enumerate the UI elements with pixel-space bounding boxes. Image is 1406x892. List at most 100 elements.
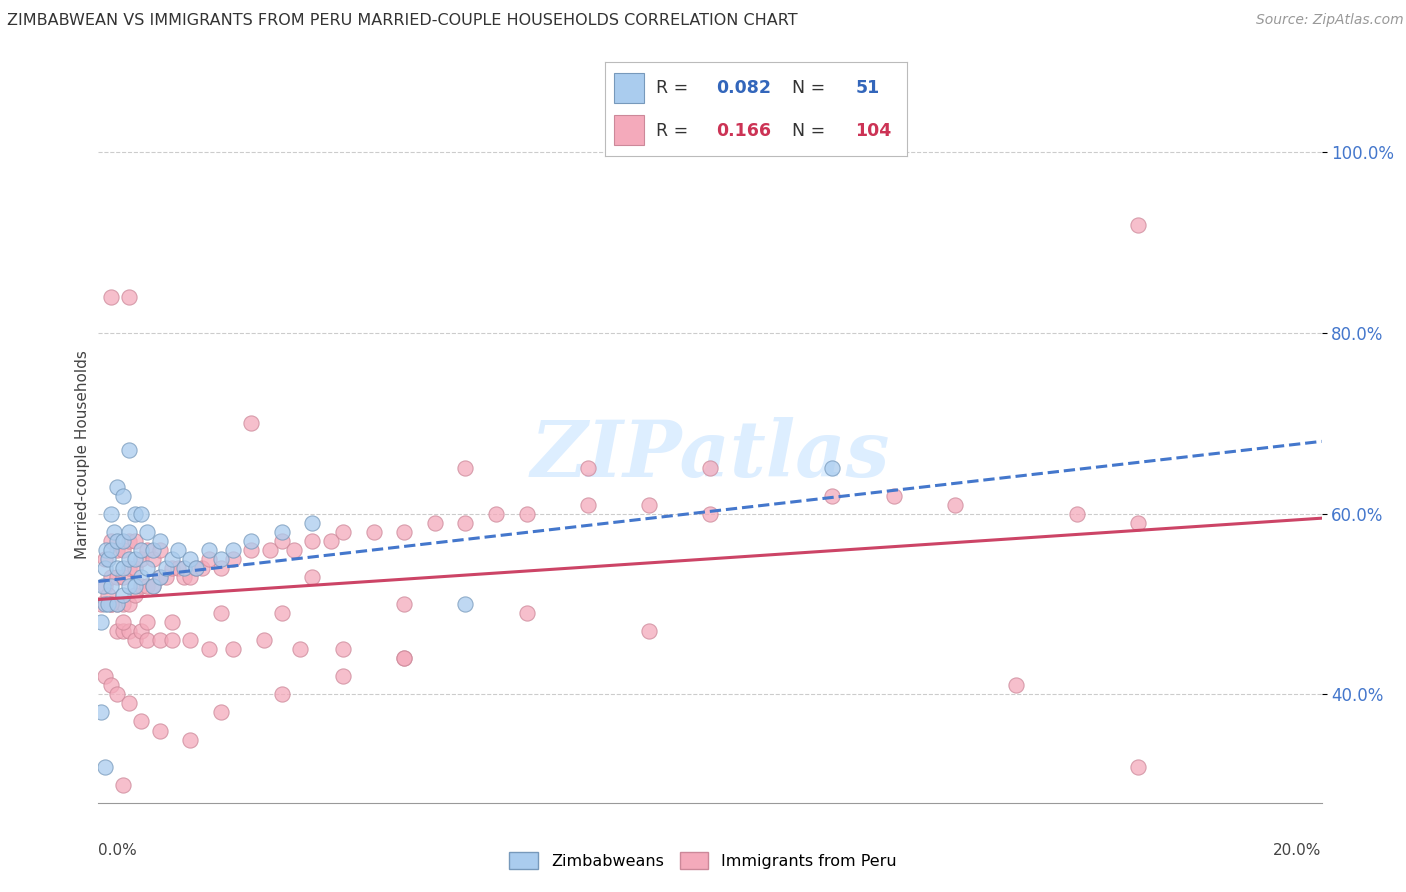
Text: 51: 51 (855, 78, 880, 96)
Point (93, 561, 115, 575)
Point (699, 507, 721, 521)
Point (111, 533, 134, 548)
Text: ZIMBABWEAN VS IMMIGRANTS FROM PERU MARRIED-COUPLE HOUSEHOLDS CORRELATION CHART: ZIMBABWEAN VS IMMIGRANTS FROM PERU MARRI… (7, 13, 797, 29)
Point (118, 551, 141, 566)
Point (118, 290, 141, 304)
Point (197, 542, 219, 557)
Point (93, 551, 115, 566)
Point (118, 561, 141, 575)
Text: R =: R = (657, 78, 693, 96)
Point (129, 542, 152, 557)
Point (821, 489, 844, 503)
Point (149, 723, 172, 738)
Point (111, 561, 134, 575)
Point (363, 524, 385, 539)
Point (105, 561, 128, 575)
Point (197, 642, 219, 657)
Point (160, 551, 183, 566)
Point (100, 542, 122, 557)
Point (392, 651, 416, 665)
Y-axis label: Married-couple Households: Married-couple Households (75, 351, 90, 559)
Text: 20.0%: 20.0% (1274, 843, 1322, 858)
Point (111, 597, 134, 611)
Point (124, 507, 146, 521)
Point (283, 542, 305, 557)
Point (100, 678, 122, 692)
Point (105, 542, 128, 557)
Point (155, 570, 177, 584)
Point (111, 542, 134, 557)
Point (97, 597, 120, 611)
Point (209, 551, 232, 566)
Point (149, 533, 172, 548)
Point (454, 461, 477, 475)
Point (637, 498, 661, 512)
Point (179, 633, 201, 648)
Point (252, 633, 274, 648)
Point (124, 533, 146, 548)
Point (270, 606, 292, 620)
Point (105, 597, 128, 611)
Point (136, 524, 159, 539)
Point (1128, 218, 1150, 232)
Point (97, 551, 120, 566)
Point (270, 524, 292, 539)
Point (173, 561, 195, 575)
Point (222, 542, 245, 557)
Point (186, 561, 208, 575)
Point (91, 579, 114, 593)
Point (301, 533, 323, 548)
Text: R =: R = (657, 122, 693, 140)
Point (129, 507, 152, 521)
Point (319, 533, 342, 548)
Bar (613, 115, 644, 145)
Point (93, 597, 115, 611)
Point (100, 290, 122, 304)
Point (129, 570, 152, 584)
Point (576, 461, 599, 475)
Point (943, 498, 966, 512)
Point (209, 706, 232, 720)
Point (118, 533, 141, 548)
Bar (613, 73, 644, 103)
Point (240, 417, 263, 431)
Point (90, 597, 112, 611)
Point (209, 561, 232, 575)
Point (167, 561, 190, 575)
Point (222, 642, 245, 657)
Point (332, 524, 354, 539)
Point (167, 542, 190, 557)
Point (222, 551, 245, 566)
Point (179, 732, 201, 747)
Point (259, 542, 281, 557)
Point (105, 624, 128, 639)
Point (270, 533, 292, 548)
Point (576, 498, 599, 512)
Point (111, 615, 134, 629)
Point (100, 533, 122, 548)
Point (136, 561, 159, 575)
Point (124, 579, 146, 593)
Point (301, 516, 323, 530)
Point (100, 579, 122, 593)
Point (332, 642, 354, 657)
Point (136, 542, 159, 557)
Point (142, 579, 165, 593)
Point (392, 651, 416, 665)
Text: 0.082: 0.082 (717, 78, 772, 96)
Point (240, 533, 263, 548)
Point (93, 759, 115, 773)
Point (821, 461, 844, 475)
Point (90, 706, 112, 720)
Point (454, 597, 477, 611)
Point (160, 615, 183, 629)
Point (392, 524, 416, 539)
Text: Source: ZipAtlas.com: Source: ZipAtlas.com (1256, 13, 1403, 28)
Point (124, 551, 146, 566)
Point (100, 570, 122, 584)
Point (332, 669, 354, 683)
Point (129, 714, 152, 729)
Point (118, 443, 141, 458)
Point (301, 570, 323, 584)
Point (93, 669, 115, 683)
